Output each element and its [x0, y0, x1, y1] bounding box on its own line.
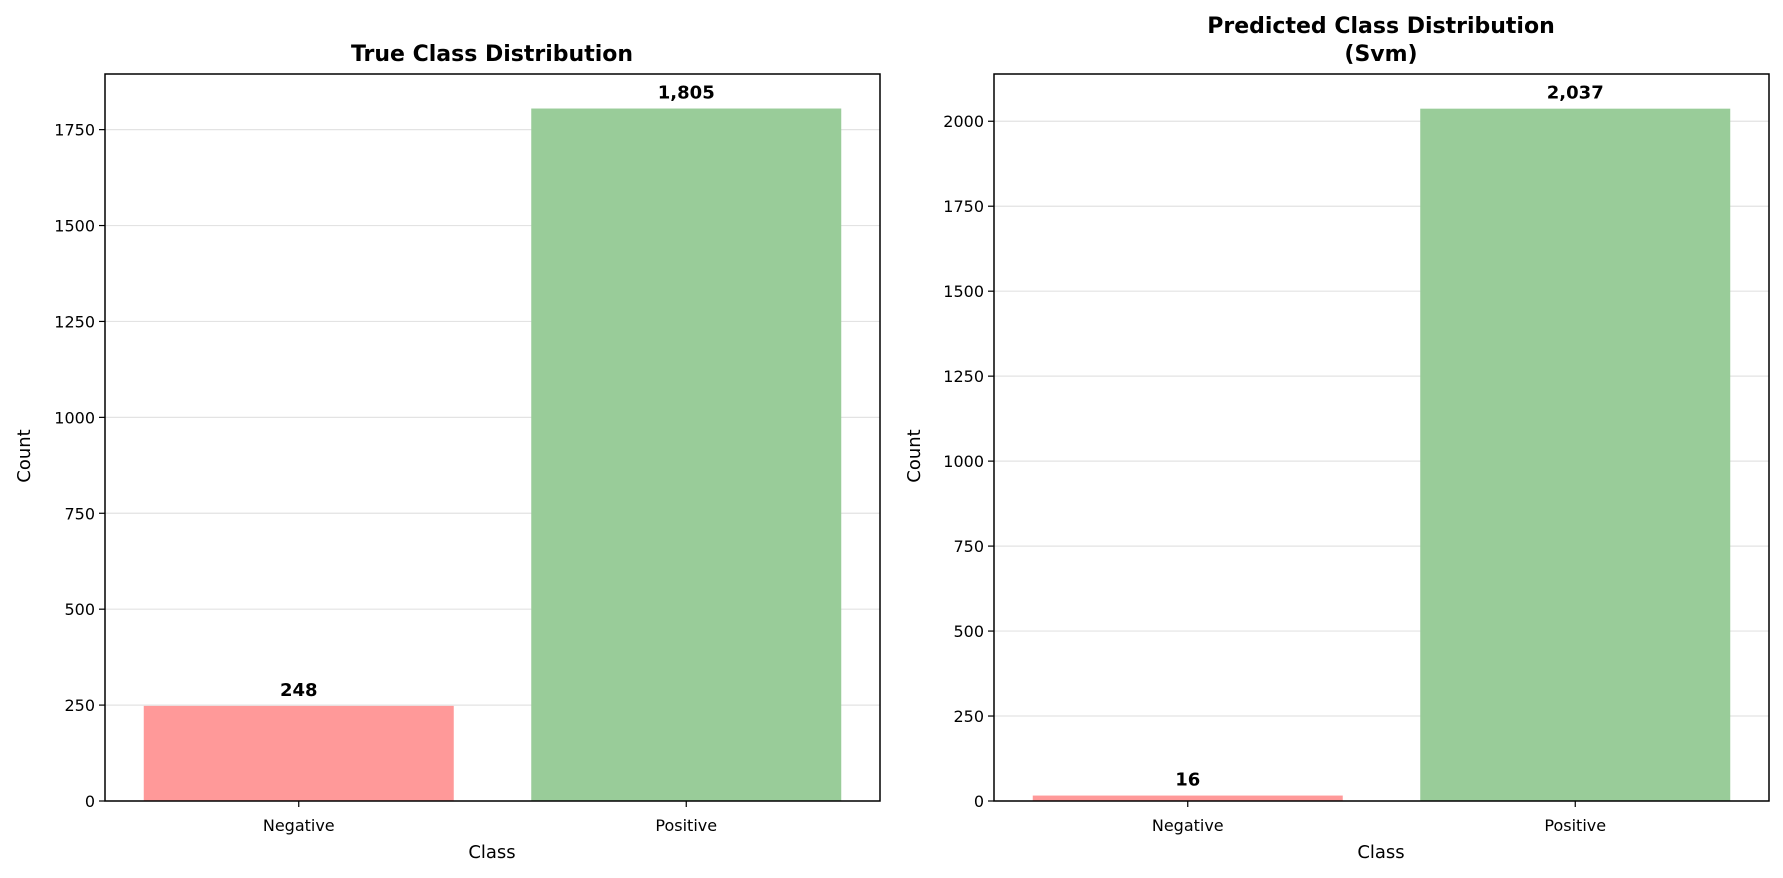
y-tick-label: 1750 — [54, 121, 95, 140]
data-label: 248 — [280, 680, 318, 701]
data-labels: 16 2,037 — [1175, 83, 1604, 791]
x-axis-ticks: Negative Positive — [263, 801, 717, 835]
y-tick-label: 500 — [64, 600, 95, 619]
plot-frame — [104, 73, 881, 802]
bar-positive — [531, 108, 842, 801]
chart-title-line2: (Svm) — [1344, 42, 1417, 67]
data-label: 2,037 — [1547, 83, 1604, 104]
bars — [1032, 108, 1731, 801]
bar-negative — [1032, 795, 1343, 801]
chart-title: Predicted Class Distribution — [1207, 14, 1555, 39]
grid-lines — [105, 129, 880, 802]
x-axis-label: Class — [1357, 842, 1404, 863]
y-tick-label: 750 — [64, 504, 95, 523]
chart-panel-predicted-distribution: Predicted Class Distribution (Svm) 0 250 5… — [904, 14, 1770, 863]
x-tick-label: Positive — [655, 816, 717, 835]
y-tick-label: 1000 — [943, 452, 984, 471]
data-label: 1,805 — [658, 83, 715, 104]
plot-frame — [993, 73, 1770, 802]
bars — [143, 108, 842, 801]
x-axis-ticks: Negative Positive — [1152, 801, 1606, 835]
bar-negative — [143, 705, 454, 801]
y-tick-label: 0 — [974, 792, 984, 811]
y-tick-label: 500 — [953, 622, 984, 641]
y-tick-label: 250 — [953, 707, 984, 726]
y-tick-label: 1250 — [54, 312, 95, 331]
y-tick-label: 1000 — [54, 408, 95, 427]
y-tick-label: 0 — [85, 792, 95, 811]
y-tick-label: 250 — [64, 696, 95, 715]
data-label: 16 — [1175, 770, 1200, 791]
y-tick-label: 1750 — [943, 197, 984, 216]
x-tick-label: Positive — [1544, 816, 1606, 835]
x-tick-label: Negative — [1152, 816, 1224, 835]
y-tick-label: 1250 — [943, 367, 984, 386]
chart-panel-true-distribution: True Class Distribution 0 250 500 750 1000 12… — [14, 42, 881, 863]
y-tick-label: 1500 — [943, 282, 984, 301]
y-axis-ticks: 0 250 500 750 1000 1250 1500 1750 2000 — [943, 112, 994, 811]
y-tick-label: 750 — [953, 537, 984, 556]
chart-title: True Class Distribution — [351, 42, 633, 67]
y-tick-label: 1500 — [54, 217, 95, 236]
x-tick-label: Negative — [263, 816, 335, 835]
y-tick-label: 2000 — [943, 112, 984, 131]
bar-positive — [1420, 108, 1731, 801]
x-axis-label: Class — [468, 842, 515, 863]
y-axis-ticks: 0 250 500 750 1000 1250 1500 1750 — [54, 121, 105, 811]
y-axis-label: Count — [14, 429, 35, 482]
y-axis-label: Count — [904, 429, 925, 482]
data-labels: 248 1,805 — [280, 83, 715, 701]
